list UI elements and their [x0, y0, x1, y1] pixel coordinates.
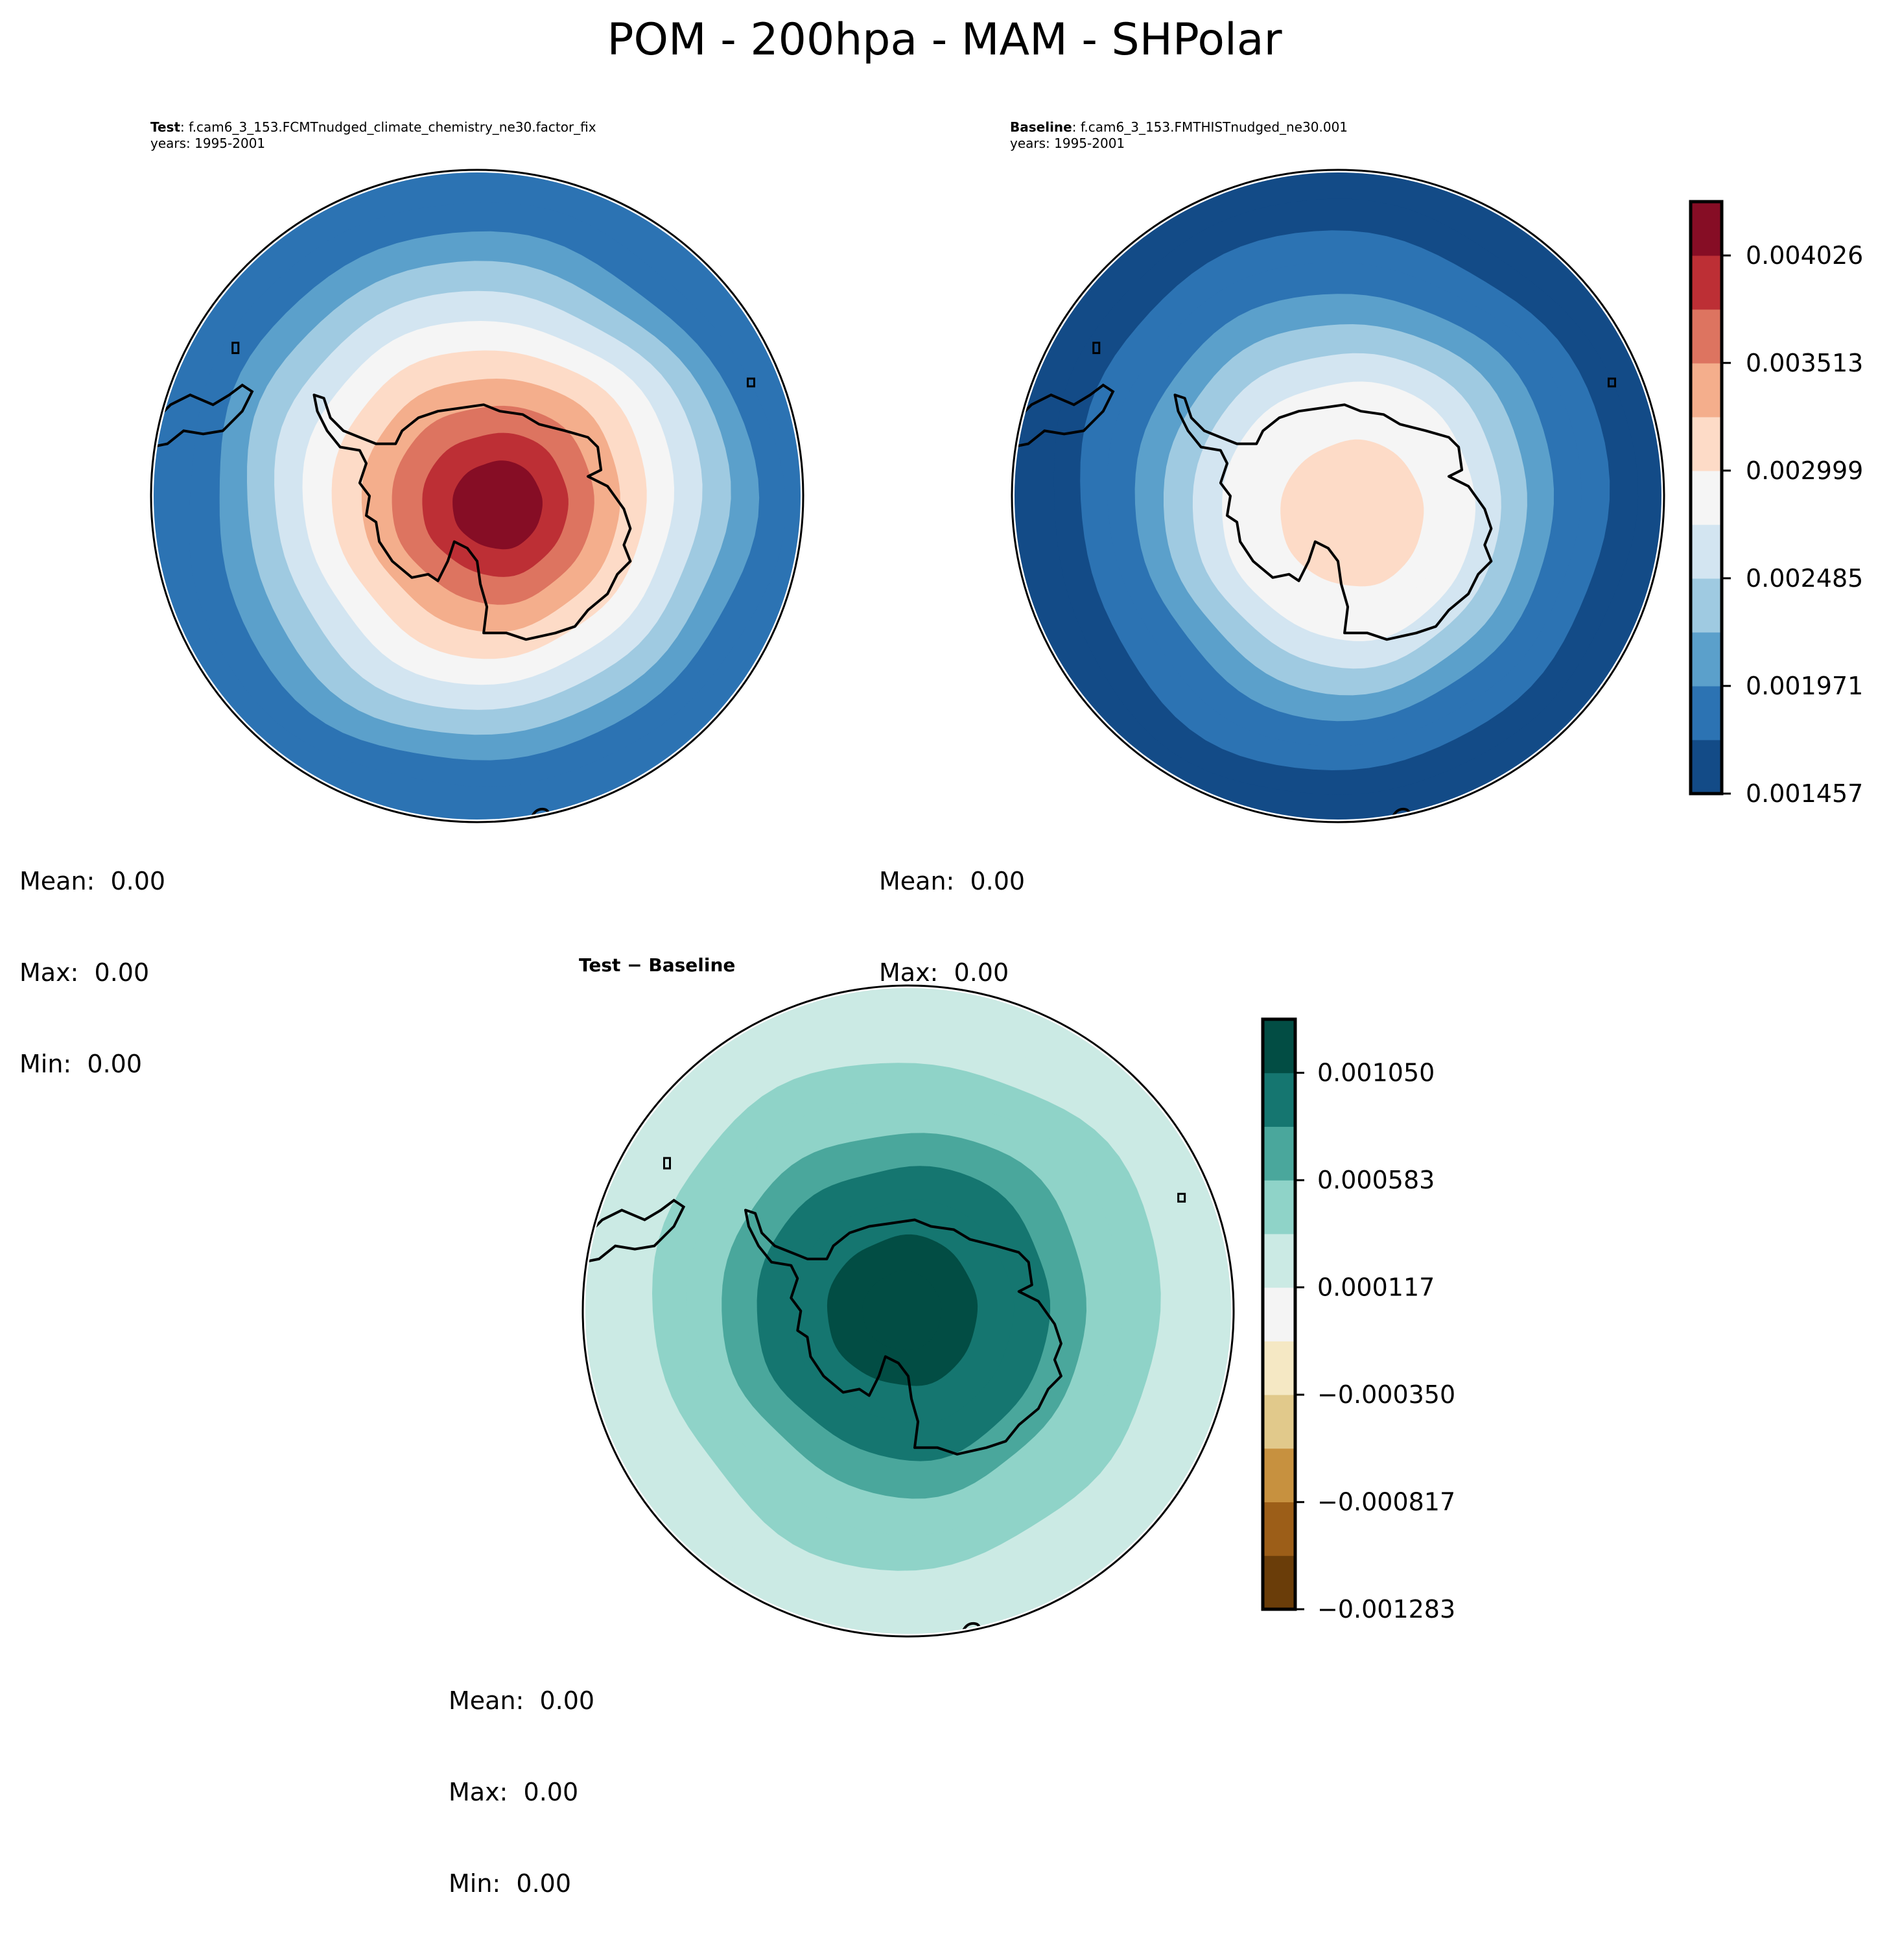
difference-max: Max: 0.00	[449, 1778, 579, 1806]
south-america-coastline	[585, 1198, 686, 1264]
plot-canvas: 0.004026 0.003513 0.002999 0.002485 0.001971…	[150, 169, 1863, 1638]
main-colorbar: 0.004026 0.003513 0.002999 0.002485 0.001971…	[1689, 200, 1863, 808]
colorbar-tick-label: −0.000817	[1317, 1488, 1455, 1517]
colorbar-tick-label: 0.002485	[1746, 564, 1863, 593]
colorbar-segment	[1691, 740, 1722, 794]
contour-band	[452, 460, 543, 550]
antarctica-coastline	[312, 394, 632, 641]
colorbar-tick-label: 0.000117	[1317, 1273, 1435, 1302]
colorbar-segment	[1691, 686, 1722, 740]
test-label: Test	[150, 119, 181, 135]
colorbar-segment	[1263, 1126, 1295, 1181]
colorbar-tick-label: 0.001050	[1317, 1059, 1435, 1087]
test-map	[150, 169, 804, 823]
baseline-case-name: : f.cam6_3_153.FMTHISTnudged_ne30.001	[1072, 119, 1348, 135]
test-min: Min: 0.00	[19, 1050, 142, 1078]
colorbar-segment	[1691, 471, 1722, 525]
colorbar-segment	[1691, 255, 1722, 310]
test-max: Max: 0.00	[19, 958, 150, 987]
colorbar-segment	[1263, 1502, 1295, 1556]
test-subtitle: Test: f.cam6_3_153.FCMTnudged_climate_ch…	[150, 119, 596, 152]
south-america-coastline	[1015, 383, 1115, 449]
antarctica-coastline	[744, 1209, 1062, 1456]
colorbar-tick-label: 0.004026	[1746, 241, 1863, 270]
difference-colorbar: 0.001050 0.000583 0.000117 −0.000350 −0.0008…	[1261, 1017, 1455, 1623]
colorbar-segment	[1263, 1395, 1295, 1449]
baseline-subtitle: Baseline: f.cam6_3_153.FMTHISTnudged_ne3…	[1010, 119, 1348, 152]
test-stats: Mean: 0.00 Max: 0.00 Min: 0.00	[19, 805, 165, 1140]
colorbar-segment	[1691, 632, 1722, 687]
island-coastline	[1607, 377, 1616, 388]
baseline-years: years: 1995-2001	[1010, 136, 1125, 151]
colorbar-tick-label: 0.003513	[1746, 349, 1863, 377]
island-coastline	[663, 1157, 671, 1170]
figure-title: POM - 200hpa - MAM - SHPolar	[607, 14, 1282, 65]
colorbar-segment	[1263, 1287, 1295, 1341]
colorbar-segment	[1263, 1072, 1295, 1127]
colorbar-tick-label: 0.002999	[1746, 456, 1863, 485]
difference-mean: Mean: 0.00	[449, 1686, 595, 1715]
island-coastline	[1092, 342, 1101, 355]
contour-band	[862, 1270, 942, 1350]
colorbar-segment	[1691, 202, 1722, 256]
antarctica-coastline	[1173, 394, 1493, 641]
island-coastline	[231, 342, 240, 355]
baseline-label: Baseline	[1010, 119, 1072, 135]
island-coastline	[1177, 1192, 1186, 1203]
contour-band	[1280, 439, 1424, 587]
colorbar-segment	[1263, 1341, 1295, 1395]
figure: POM - 200hpa - MAM - SHPolar Test: f.cam…	[19, 14, 1863, 1898]
baseline-mean: Mean: 0.00	[879, 867, 1026, 895]
map-boundary	[1011, 169, 1665, 823]
colorbar-segment	[1263, 1448, 1295, 1503]
colorbar-tick-label: 0.000583	[1317, 1166, 1435, 1194]
difference-min: Min: 0.00	[449, 1869, 571, 1898]
colorbar-segment	[1263, 1019, 1295, 1074]
colorbar-tick-label: −0.001283	[1317, 1595, 1455, 1623]
colorbar-tick-label: 0.001971	[1746, 672, 1863, 700]
south-america-coastline	[154, 383, 254, 449]
difference-title: Test − Baseline	[579, 954, 736, 976]
map-boundary	[150, 169, 804, 823]
colorbar-segment	[1263, 1233, 1295, 1288]
difference-map	[581, 984, 1235, 1638]
colorbar-segment	[1263, 1180, 1295, 1234]
colorbar-frame	[1689, 200, 1724, 796]
colorbar-tick-label: 0.001457	[1746, 779, 1863, 808]
test-mean: Mean: 0.00	[19, 867, 166, 895]
colorbar-segment	[1691, 417, 1722, 471]
baseline-max: Max: 0.00	[879, 958, 1009, 987]
baseline-map	[1011, 169, 1665, 823]
colorbar-segment	[1691, 309, 1722, 364]
map-boundary	[581, 984, 1235, 1638]
colorbar-segment	[1263, 1555, 1295, 1610]
test-case-name: : f.cam6_3_153.FCMTnudged_climate_chemis…	[180, 119, 596, 135]
colorbar-segment	[1691, 525, 1722, 579]
test-years: years: 1995-2001	[150, 136, 266, 151]
colorbar-tick-label: −0.000350	[1317, 1380, 1455, 1409]
island-coastline	[746, 377, 755, 388]
colorbar-frame	[1261, 1017, 1297, 1611]
colorbar-segment	[1691, 578, 1722, 633]
colorbar-segment	[1691, 363, 1722, 418]
